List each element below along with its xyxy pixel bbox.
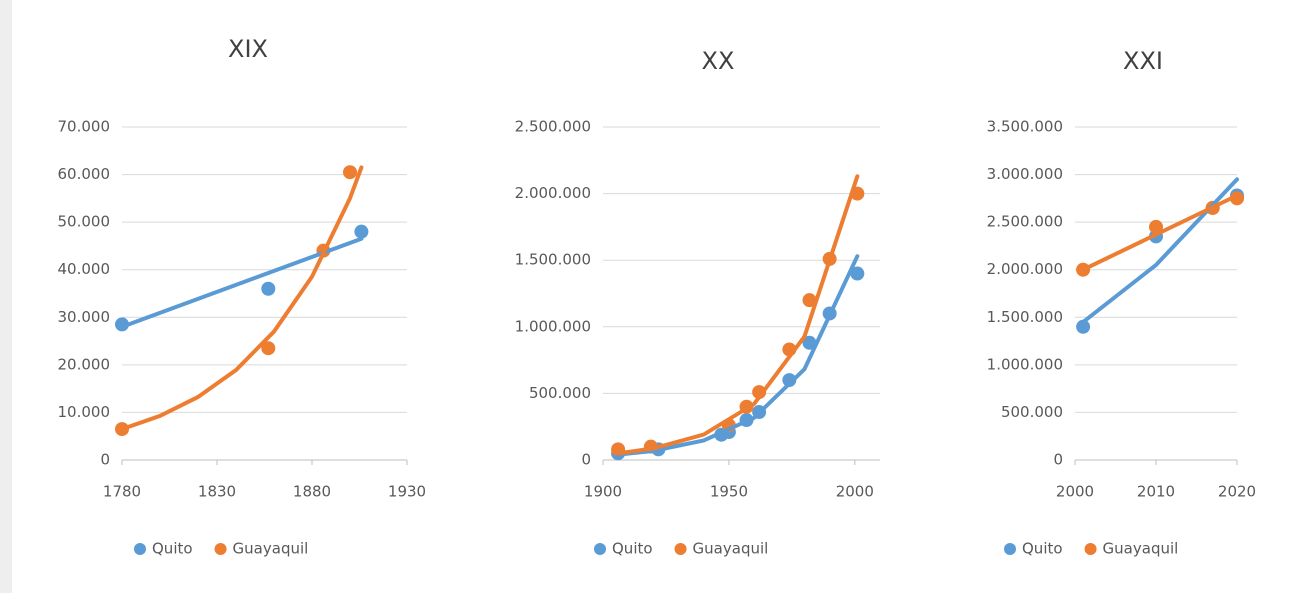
data-point (782, 373, 797, 388)
x-tick-label: 1780 (103, 483, 141, 501)
legend-marker (674, 543, 687, 555)
y-tick-label: 2.500.000 (987, 213, 1063, 231)
legend-label: Guayaquil (1103, 540, 1179, 558)
x-tick-label: 1900 (584, 483, 622, 501)
y-tick-label: 60.000 (58, 165, 111, 183)
y-tick-label: 50.000 (58, 213, 111, 231)
chart-title: XX (702, 47, 735, 75)
y-tick-label: 2.000.000 (515, 184, 591, 202)
y-tick-label: 10.000 (58, 403, 111, 421)
legend-label: Quito (612, 540, 653, 558)
data-point (354, 224, 369, 239)
y-tick-label: 2.500.000 (515, 118, 591, 136)
x-tick-label: 2000 (1056, 483, 1094, 501)
y-tick-label: 1.500.000 (987, 308, 1063, 326)
x-tick-label: 2000 (836, 483, 874, 501)
legend-marker (594, 543, 606, 555)
y-tick-label: 0 (1053, 451, 1063, 469)
x-tick-label: 1830 (198, 483, 236, 501)
chart-title: XXI (1123, 47, 1163, 75)
y-tick-label: 1.500.000 (515, 251, 591, 269)
side-strip (0, 0, 12, 593)
trendline (616, 174, 860, 456)
data-point (261, 281, 276, 296)
y-tick-label: 0 (581, 451, 591, 469)
trendline (1081, 177, 1239, 325)
data-point (1149, 219, 1163, 234)
data-point (343, 165, 357, 180)
x-tick-label: 1930 (388, 483, 426, 501)
legend-marker (1084, 543, 1097, 555)
trendline (120, 165, 364, 432)
data-point (1076, 319, 1091, 334)
y-tick-label: 500.000 (529, 384, 591, 402)
trendline (1081, 193, 1239, 272)
data-point (1230, 191, 1244, 206)
data-point (802, 293, 817, 308)
x-tick-label: 2010 (1137, 483, 1175, 501)
y-tick-label: 1.000.000 (987, 355, 1063, 373)
y-tick-label: 3.500.000 (987, 118, 1063, 136)
legend-marker (214, 543, 227, 555)
y-tick-label: 30.000 (58, 308, 111, 326)
y-tick-label: 70.000 (58, 118, 111, 136)
data-point (115, 317, 129, 332)
y-tick-label: 3.000.000 (987, 165, 1063, 183)
legend-label: Quito (1022, 540, 1063, 558)
chart-title: XIX (228, 35, 268, 63)
legend-label: Guayaquil (233, 540, 309, 558)
trendline (616, 254, 860, 457)
data-point (850, 266, 865, 281)
y-tick-label: 1.000.000 (515, 317, 591, 335)
y-tick-label: 2.000.000 (987, 260, 1063, 278)
x-tick-label: 2020 (1218, 483, 1256, 501)
legend-marker (134, 543, 146, 555)
y-tick-label: 20.000 (58, 355, 111, 373)
legend-marker (1004, 543, 1016, 555)
y-tick-label: 0 (100, 451, 110, 469)
y-tick-label: 40.000 (58, 260, 111, 278)
y-tick-label: 500.000 (1001, 403, 1063, 421)
x-tick-label: 1950 (710, 483, 748, 501)
legend-label: Guayaquil (693, 540, 769, 558)
x-tick-label: 1880 (293, 483, 331, 501)
data-point (261, 341, 276, 356)
legend-label: Quito (152, 540, 193, 558)
